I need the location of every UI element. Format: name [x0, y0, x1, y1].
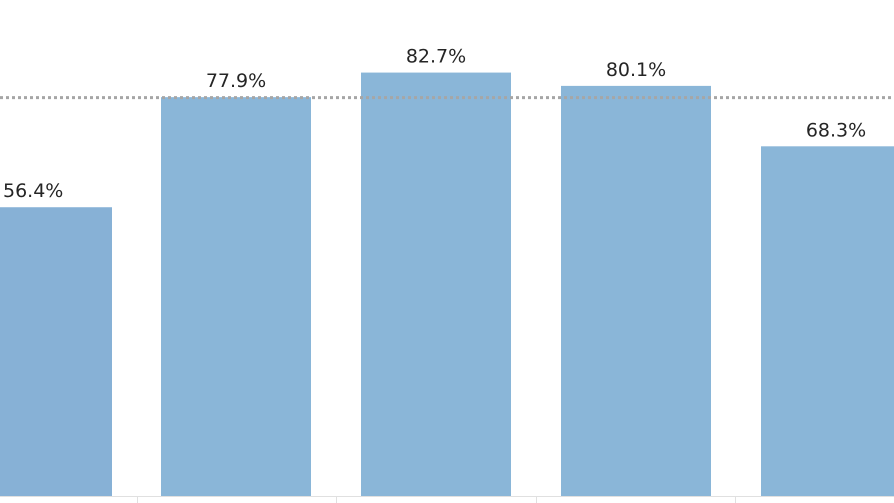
bar-5 — [761, 146, 894, 496]
bar-4 — [561, 85, 711, 496]
data-label-1: 56.4% — [3, 180, 63, 202]
bar-3 — [361, 72, 511, 497]
bar-1 — [0, 207, 112, 496]
data-label-5: 68.3% — [806, 119, 866, 141]
data-label-2: 77.9% — [206, 70, 266, 92]
bar-2 — [161, 97, 311, 496]
data-label-3: 82.7% — [406, 46, 466, 68]
data-label-4: 80.1% — [606, 59, 666, 81]
